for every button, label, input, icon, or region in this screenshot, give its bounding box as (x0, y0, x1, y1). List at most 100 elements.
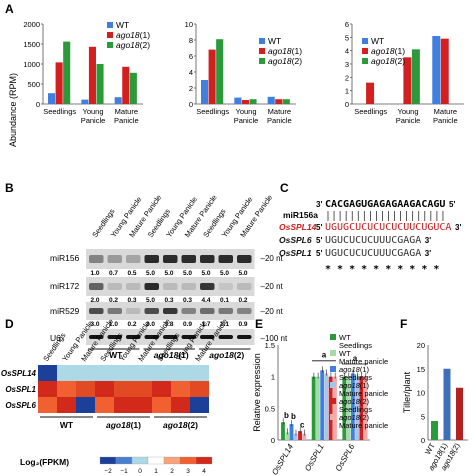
bar (285, 432, 290, 440)
blot-band (89, 283, 104, 290)
panel-label-c: C (280, 181, 289, 195)
blot-band (89, 308, 104, 314)
heatmap-group-label: ago18(2) (163, 420, 198, 430)
heatmap-cell (76, 397, 95, 413)
legend-label: ago18(1) (371, 46, 405, 56)
bar (328, 376, 333, 440)
blot-band (126, 335, 141, 339)
panel-label-d: D (5, 317, 14, 331)
blot-value: 0.3 (183, 297, 192, 304)
blot-value: 0.9 (238, 321, 247, 328)
y-tick-label: 0 (271, 436, 275, 445)
heatmap-legend-tick: −1 (120, 468, 128, 475)
blot-band (200, 283, 215, 290)
heatmap-cell (57, 397, 76, 413)
heatmap-cell (114, 397, 133, 413)
heatmap-legend-swatch (195, 456, 213, 465)
x-tick-label: Mature (268, 107, 291, 116)
legend-label-line2: Mature panicle (339, 357, 388, 366)
blot-band (218, 255, 233, 263)
blot-band (107, 335, 122, 339)
legend-label: WT (371, 36, 384, 46)
legend-label: ago18(2) (116, 40, 150, 50)
blot-band (126, 283, 141, 290)
legend-swatch (107, 22, 113, 28)
legend-swatch (330, 414, 336, 420)
chart-mir172: Abundance of miR1720246810SeedlingsYoung… (185, 20, 303, 125)
blot-value: 2.0 (90, 297, 99, 304)
blot-band (237, 255, 252, 263)
legend-swatch (330, 382, 336, 388)
heatmap-legend-swatch (99, 456, 117, 465)
bar (411, 49, 420, 104)
blot-value: 0.1 (220, 297, 229, 304)
heatmap-cell (114, 381, 133, 397)
heatmap-legend-tick: 1 (154, 468, 158, 475)
bar (216, 39, 224, 105)
legend-label-line1: WT (339, 349, 351, 358)
blot-value: 3.8 (164, 321, 173, 328)
heatmap-legend-tick: 3 (186, 468, 190, 475)
bar (431, 421, 438, 440)
group-label: WT (109, 350, 123, 360)
y-tick-label: 1000 (23, 60, 40, 69)
x-tick-label: Panicle (267, 116, 292, 125)
y-tick-label: 2 (189, 84, 193, 93)
x-tick-label: Mature (115, 107, 138, 116)
target-label: OsSPL1 (279, 248, 312, 258)
y-tick-label: 1500 (23, 40, 40, 49)
heatmap-cell (190, 381, 209, 397)
group-label: ago18(1) (154, 350, 189, 360)
bar (350, 373, 355, 440)
x-tick-label: Mature (434, 107, 457, 116)
blot-value: 0.2 (127, 321, 136, 328)
x-tick-label: Panicle (234, 116, 259, 125)
x-tick-label: Panicle (396, 116, 421, 125)
y-tick-label: 500 (27, 80, 40, 89)
panel-label-f: F (400, 317, 407, 331)
legend-label-line2: Seedlings (339, 405, 372, 414)
heatmap-legend-title: Log₂(FPKM) (20, 457, 69, 467)
blot-band (163, 255, 178, 263)
bar (363, 376, 368, 440)
legend-label-line2: Seedlings (339, 341, 372, 350)
sig-letter: a (353, 354, 358, 363)
size-marker: –20 nt (261, 254, 284, 263)
blot-band (126, 255, 141, 263)
target-prime-left: 5' (316, 236, 322, 245)
heatmap-cell (76, 381, 95, 397)
bar (81, 99, 89, 104)
bar (315, 376, 320, 440)
blot-band (200, 255, 215, 263)
legend-label-line1: WT (339, 333, 351, 342)
y-tick-label: 5 (345, 33, 349, 42)
prime-left: 3' (316, 200, 322, 209)
size-marker: –100 nt (261, 334, 288, 343)
legend-label: ago18(1) (268, 46, 302, 56)
y-axis-label: Tiller/plant (402, 371, 412, 413)
legend-label: WT (116, 20, 129, 30)
legend-label-line1: ago18(2) (339, 413, 370, 422)
heatmap-cell (57, 365, 76, 381)
mir-sequence: CACGAGUGAGAGAAGACAGU (325, 199, 445, 210)
legend-swatch (330, 366, 336, 372)
blot-value: 5.0 (201, 270, 210, 277)
blot-band (107, 308, 122, 314)
legend-swatch (107, 32, 113, 38)
y-tick-label: 2 (345, 73, 349, 82)
blot-value: 5.0 (146, 270, 155, 277)
bar (241, 100, 249, 104)
y-tick-label: 0.5 (265, 404, 275, 413)
y-tick-label: 6 (345, 20, 349, 29)
bar (293, 433, 298, 440)
x-tick-label: Panicle (81, 116, 106, 125)
bar (403, 57, 412, 104)
target-sequence: UGUGCUCUCUCUCUUCUGUCA (325, 222, 451, 233)
blot-value: 5.0 (238, 270, 247, 277)
blot-band (144, 335, 159, 339)
heatmap-legend-swatch (115, 456, 133, 465)
panel-label-b: B (5, 181, 14, 195)
blot-value: 5.0 (146, 297, 155, 304)
